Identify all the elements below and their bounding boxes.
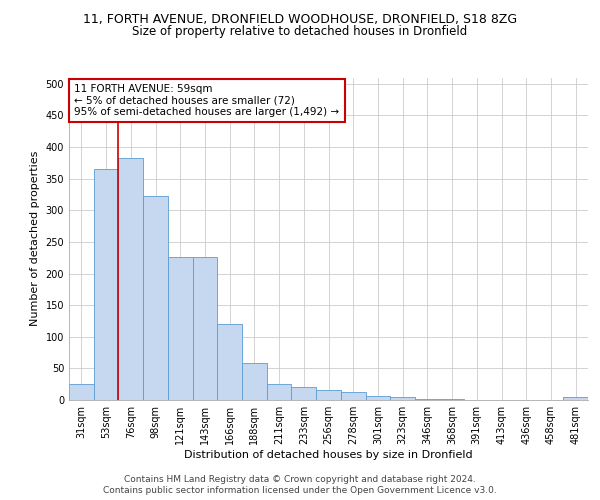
Bar bbox=[94, 169, 118, 400]
Text: Contains public sector information licensed under the Open Government Licence v3: Contains public sector information licen… bbox=[103, 486, 497, 495]
Bar bbox=[365, 396, 390, 400]
Bar bbox=[242, 364, 267, 400]
Text: 11, FORTH AVENUE, DRONFIELD WOODHOUSE, DRONFIELD, S18 8ZG: 11, FORTH AVENUE, DRONFIELD WOODHOUSE, D… bbox=[83, 12, 517, 26]
Bar bbox=[316, 390, 341, 400]
Bar bbox=[563, 397, 588, 400]
X-axis label: Distribution of detached houses by size in Dronfield: Distribution of detached houses by size … bbox=[184, 450, 473, 460]
Bar bbox=[390, 397, 415, 400]
Bar bbox=[168, 257, 193, 400]
Text: Contains HM Land Registry data © Crown copyright and database right 2024.: Contains HM Land Registry data © Crown c… bbox=[124, 475, 476, 484]
Bar bbox=[69, 384, 94, 400]
Y-axis label: Number of detached properties: Number of detached properties bbox=[30, 151, 40, 326]
Bar bbox=[193, 257, 217, 400]
Bar bbox=[292, 388, 316, 400]
Bar bbox=[267, 384, 292, 400]
Bar bbox=[217, 324, 242, 400]
Text: 11 FORTH AVENUE: 59sqm
← 5% of detached houses are smaller (72)
95% of semi-deta: 11 FORTH AVENUE: 59sqm ← 5% of detached … bbox=[74, 84, 340, 117]
Bar bbox=[143, 196, 168, 400]
Text: Size of property relative to detached houses in Dronfield: Size of property relative to detached ho… bbox=[133, 25, 467, 38]
Bar bbox=[118, 158, 143, 400]
Bar bbox=[341, 392, 365, 400]
Bar bbox=[415, 398, 440, 400]
